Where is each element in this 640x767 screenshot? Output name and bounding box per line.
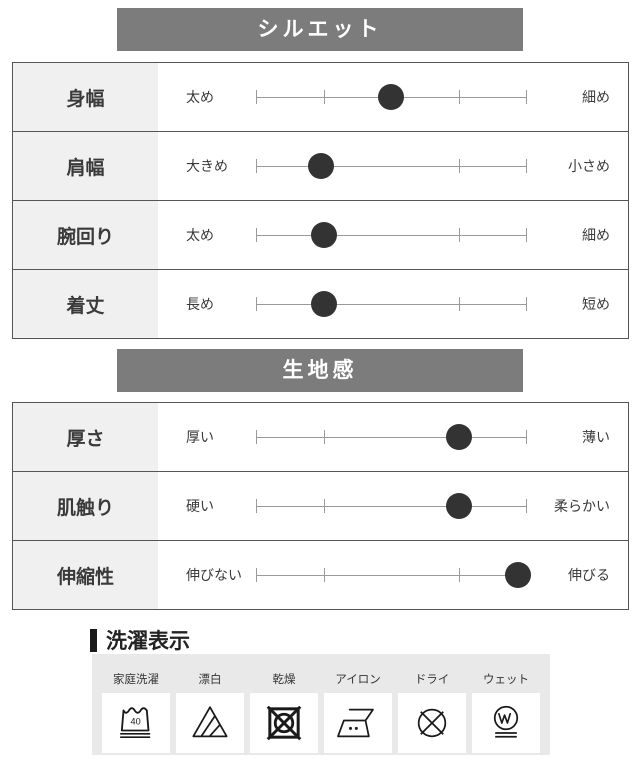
svg-text:40: 40 <box>130 717 140 727</box>
